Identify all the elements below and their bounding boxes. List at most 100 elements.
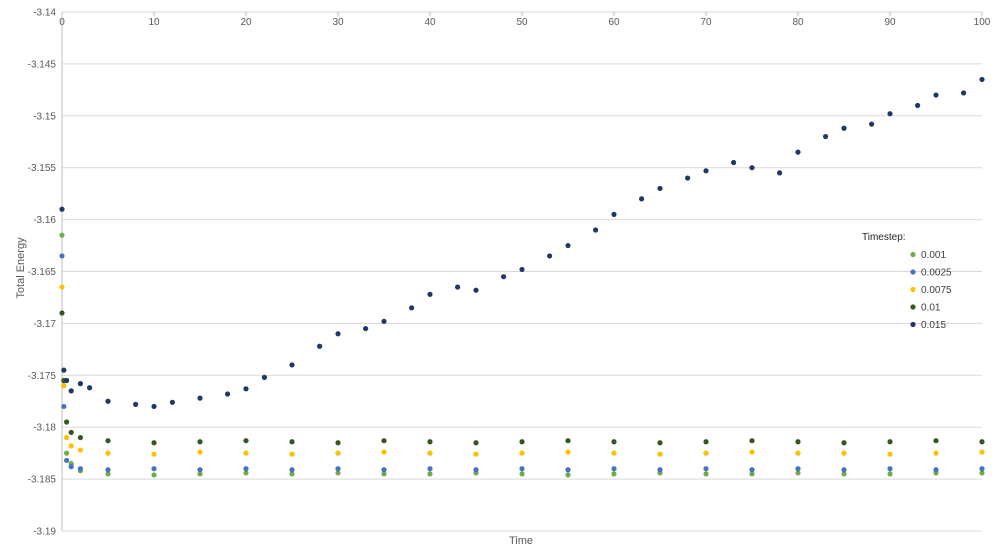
data-point [749, 449, 755, 455]
data-point [427, 439, 433, 445]
data-point [427, 466, 433, 472]
x-tick-label: 50 [516, 17, 528, 28]
data-point [455, 284, 461, 290]
series-0-015 [59, 76, 985, 410]
data-point [59, 253, 65, 259]
data-point [243, 438, 249, 444]
data-point [703, 439, 709, 445]
data-point [933, 450, 939, 456]
legend-marker [910, 304, 916, 310]
data-point [381, 471, 387, 477]
data-point [501, 274, 507, 280]
y-tick-label: -3.185 [28, 475, 57, 486]
legend-label: 0.001 [921, 250, 946, 261]
data-point [197, 449, 203, 455]
y-tick-label: -3.17 [33, 319, 56, 330]
data-point [151, 440, 157, 446]
data-point [657, 451, 663, 457]
data-point [169, 399, 175, 405]
data-point [261, 374, 267, 380]
data-point [289, 451, 295, 457]
data-point [979, 449, 985, 455]
data-point [979, 470, 985, 476]
y-tick-label: -3.175 [28, 371, 57, 382]
data-point [703, 466, 709, 472]
data-point [381, 449, 387, 455]
x-tick-label: 40 [424, 17, 436, 28]
data-point [64, 450, 70, 456]
data-point [657, 467, 663, 473]
data-point [289, 439, 295, 445]
data-point [243, 386, 249, 392]
data-point [105, 467, 111, 473]
legend-marker [910, 269, 916, 275]
data-point [841, 440, 847, 446]
data-point [795, 439, 801, 445]
y-tick-label: -3.15 [33, 111, 56, 122]
y-tick-label: -3.165 [28, 267, 57, 278]
data-point [64, 457, 70, 464]
data-point [427, 450, 433, 456]
data-point [749, 471, 755, 477]
data-point [151, 451, 157, 457]
x-tick-label: 10 [148, 17, 160, 28]
data-point [887, 439, 893, 445]
data-point [335, 466, 341, 472]
data-point [197, 467, 203, 473]
data-point [841, 125, 847, 131]
data-point [473, 287, 479, 293]
data-point [519, 450, 525, 456]
data-point [841, 467, 847, 473]
x-tick-label: 70 [700, 17, 712, 28]
legend: Timestep: 0.001 0.0025 0.0075 0.01 0.015 [862, 232, 952, 331]
y-tick-label: -3.155 [28, 163, 57, 174]
x-tick-label: 0 [59, 17, 65, 28]
y-tick-label: -3.16 [33, 215, 56, 226]
x-axis: 0 10 20 30 40 50 60 70 80 90 100 [59, 12, 991, 28]
data-point [381, 318, 387, 324]
data-point [409, 305, 415, 311]
data-point [363, 325, 369, 332]
y-axis: -3.14 -3.145 -3.15 -3.155 -3.16 -3.165 -3.17 -3… [28, 8, 63, 538]
data-point [823, 133, 829, 140]
data-point [565, 242, 571, 249]
x-tick-label: 90 [884, 17, 896, 28]
data-point [105, 398, 111, 404]
data-point [979, 439, 985, 445]
legend-label: 0.0075 [921, 285, 952, 296]
data-point [887, 111, 893, 117]
data-point [68, 443, 74, 449]
data-point [68, 388, 74, 394]
data-point [795, 149, 801, 155]
data-point [565, 449, 571, 455]
data-point [243, 450, 249, 456]
series-0-01 [59, 310, 985, 446]
legend-title: Timestep: [862, 232, 906, 243]
data-point [795, 466, 801, 472]
data-point [519, 471, 525, 477]
data-point [225, 391, 231, 397]
data-point [841, 450, 847, 456]
y-axis-title: Total Energy [15, 237, 27, 299]
x-tick-label: 60 [608, 17, 620, 28]
data-point [979, 76, 985, 83]
data-point [749, 165, 755, 171]
data-point [565, 472, 571, 478]
data-point [151, 466, 157, 472]
data-point [565, 467, 571, 473]
data-point [869, 121, 875, 127]
data-point [197, 471, 203, 477]
y-tick-label: -3.19 [33, 527, 56, 538]
legend-label: 0.01 [921, 303, 941, 314]
data-point [59, 232, 65, 238]
data-point [427, 471, 433, 477]
data-point [593, 227, 599, 233]
data-point [473, 467, 479, 473]
data-points [59, 76, 985, 478]
data-point [519, 466, 525, 472]
data-point [77, 466, 83, 472]
data-point [703, 168, 709, 174]
data-point [979, 466, 985, 472]
